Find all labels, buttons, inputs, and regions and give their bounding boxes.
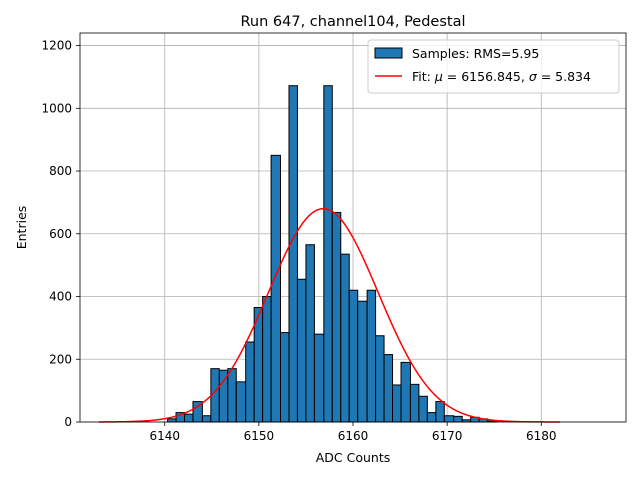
x-axis-ticks: 6140 6150 6160 6170 6180 [149, 422, 557, 443]
histogram-bar [183, 413, 194, 423]
chart-title: Run 647, channel104, Pedestal [240, 14, 465, 30]
y-tick-label: 0 [64, 415, 72, 429]
histogram-bar [253, 306, 264, 423]
y-tick-label: 800 [49, 164, 72, 178]
histogram-bar [357, 300, 368, 423]
histogram-bar [167, 418, 177, 423]
histogram-bar [409, 383, 420, 423]
legend-fit-label: Fit: μ = 6156.845, σ = 5.834 [412, 69, 591, 84]
histogram-bar [340, 253, 350, 423]
histogram-bar [366, 289, 377, 423]
histogram-bar [443, 415, 455, 423]
histogram-bar [453, 415, 463, 423]
fit-curve [98, 207, 561, 423]
histogram-bar [305, 244, 315, 423]
histogram-bar [270, 154, 282, 423]
histogram-bar [235, 381, 247, 423]
y-tick-label: 1000 [41, 101, 72, 115]
histogram-bar [331, 211, 342, 423]
y-tick-label: 400 [49, 290, 72, 304]
legend: Samples: RMS=5.95 Fit: μ = 6156.845, σ =… [367, 39, 620, 94]
x-axis-label: ADC Counts [316, 450, 391, 465]
y-tick-label: 200 [49, 352, 72, 366]
histogram-bar [201, 415, 212, 423]
histogram-bar [296, 278, 307, 423]
histogram-bar [418, 395, 428, 423]
histogram-bar [280, 332, 290, 423]
histogram-bar [392, 384, 402, 423]
y-axis-label: Entries [14, 206, 29, 250]
x-tick-label: 6140 [149, 429, 180, 443]
histogram-bar [348, 289, 359, 423]
legend-samples-label: Samples: RMS=5.95 [412, 46, 539, 61]
y-tick-label: 1200 [41, 39, 72, 53]
y-tick-label: 600 [49, 227, 72, 241]
legend-samples-swatch [374, 47, 403, 59]
histogram-bar [323, 85, 333, 423]
histogram-bar [375, 335, 385, 423]
legend-box [367, 39, 620, 94]
histogram-bar [435, 401, 445, 423]
x-tick-label: 6180 [526, 429, 557, 443]
histogram-bar [313, 333, 325, 423]
histogram-bar [426, 412, 437, 423]
histogram-bar [227, 368, 237, 423]
x-tick-label: 6150 [244, 429, 275, 443]
x-tick-label: 6160 [338, 429, 369, 443]
histogram-bar [262, 296, 272, 423]
x-tick-label: 6170 [432, 429, 463, 443]
y-axis-ticks: 0 200 400 600 800 1000 1200 [41, 39, 80, 429]
histogram-bar [400, 361, 411, 423]
histogram-bar [383, 354, 394, 423]
histogram-bar [288, 85, 298, 423]
histogram-bar [245, 341, 255, 423]
